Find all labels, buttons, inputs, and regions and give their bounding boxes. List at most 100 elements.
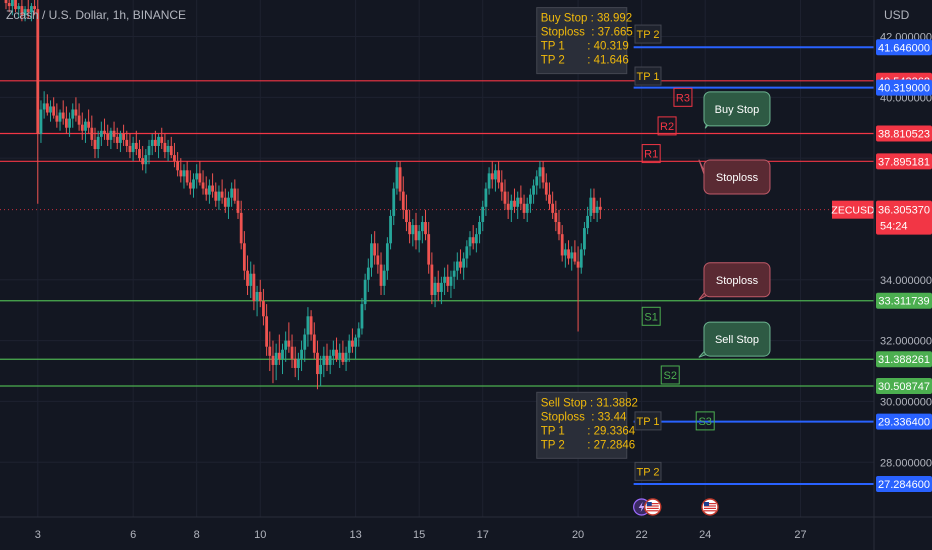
- candle-body: [52, 106, 56, 116]
- candle-body: [354, 337, 357, 347]
- candle-body: [138, 149, 141, 159]
- candle-body: [122, 133, 125, 140]
- callout-bubble: [703, 321, 771, 357]
- flag-icon-stripe: [646, 503, 659, 505]
- candle-body: [579, 249, 583, 268]
- candle-body: [595, 206, 599, 213]
- candle-body: [112, 130, 116, 137]
- callout-bubble: [703, 262, 771, 298]
- level-badge-label: TP 2: [636, 466, 659, 478]
- price-tag-tp1-short: [876, 413, 932, 430]
- candle-body: [570, 252, 574, 259]
- candle-body: [443, 276, 446, 283]
- candle-body: [506, 203, 510, 210]
- level-badge: TP 1: [634, 411, 662, 431]
- price-tag-label: 37.895181: [878, 156, 930, 168]
- candle-body: [449, 276, 453, 286]
- level-badge-label: TP 2: [636, 29, 659, 41]
- candle-body: [115, 136, 119, 143]
- price-tag-tp2-short: [876, 476, 932, 493]
- info-box: Buy Stop : 38.992 Stoploss : 37.665 TP 1 :…: [536, 7, 633, 75]
- level-badge-label: R1: [644, 149, 658, 161]
- candle-body: [185, 170, 189, 183]
- price-tag-label: 40.319000: [878, 83, 930, 95]
- us-flag-event-icon[interactable]: [701, 498, 719, 516]
- time-axis-tick: 8: [194, 529, 200, 541]
- candle-body: [166, 145, 170, 153]
- candle-body: [26, 9, 30, 13]
- candle-body: [382, 270, 386, 286]
- time-axis-tick: 27: [794, 529, 806, 541]
- info-box-line: Sell Stop : 31.3882: [541, 397, 638, 409]
- candle-body: [576, 261, 580, 268]
- level-badge-label: R2: [660, 121, 674, 133]
- price-axis[interactable]: 42.00000040.00000038.00000034.00000032.0…: [831, 0, 932, 550]
- candle-body: [452, 270, 456, 277]
- info-box: Sell Stop : 31.3882 Stoploss : 33.44 TP 1 …: [536, 391, 638, 459]
- level-badge-label: R3: [676, 92, 690, 104]
- level-badge: R1: [641, 144, 661, 164]
- candle-body: [459, 261, 462, 268]
- candle-body: [211, 185, 214, 192]
- candle-body: [395, 167, 399, 189]
- level-badges: R3 R2 R1 S1 S2 S3 TP 2 TP 1 TP 1 TP 2: [634, 24, 715, 481]
- candle-body: [370, 243, 373, 268]
- time-axis-tick: 10: [254, 529, 266, 541]
- candle-body: [401, 191, 405, 210]
- candle-body: [351, 340, 354, 347]
- info-box-line: Stoploss : 37.665: [541, 27, 633, 39]
- candle-body: [414, 225, 418, 241]
- level-badge-box: [634, 66, 662, 86]
- candle-body: [281, 349, 284, 359]
- candle-body: [36, 9, 40, 134]
- candle-body: [522, 203, 526, 213]
- time-axis-tick: 24: [699, 529, 711, 541]
- candle-body: [592, 197, 596, 213]
- candle-body: [77, 115, 81, 125]
- candle-body: [233, 188, 237, 201]
- candle-body: [258, 291, 262, 302]
- candle-body: [192, 179, 195, 189]
- callout: Stoploss: [698, 262, 771, 300]
- candle-body: [169, 145, 173, 156]
- candle-body: [268, 346, 272, 356]
- candle-body: [39, 109, 43, 134]
- candle-body: [509, 200, 513, 210]
- level-badge: R3: [673, 87, 693, 107]
- candle-body: [436, 282, 440, 292]
- candle-body: [214, 191, 218, 201]
- level-badge-label: TP 1: [636, 71, 659, 83]
- level-badge: S1: [641, 306, 661, 326]
- candle-body: [563, 249, 567, 256]
- callout-bubble: [703, 159, 771, 195]
- price-tag-label: 29.336400: [878, 417, 930, 429]
- us-flag-event-icon[interactable]: [644, 498, 662, 516]
- last-price-label: 36.305370: [878, 205, 930, 217]
- candle-body: [103, 130, 106, 134]
- price-tag-r1: [876, 153, 932, 170]
- price-tag-tp1-long: [876, 79, 932, 96]
- candle-body: [17, 6, 21, 10]
- candle-body: [236, 200, 240, 213]
- candle-body: [538, 167, 542, 177]
- candle-body: [61, 112, 65, 119]
- candle-body: [271, 355, 275, 365]
- candle-body: [392, 188, 396, 216]
- callout: Sell Stop: [698, 321, 771, 358]
- symbol-tag: [832, 200, 874, 219]
- flag-icon-stripe: [646, 505, 659, 507]
- flag-icon-canton: [703, 502, 709, 506]
- candle-body: [144, 155, 148, 165]
- candle-body: [90, 127, 94, 140]
- time-axis-tick: 17: [477, 529, 489, 541]
- info-box-panel: [536, 7, 628, 75]
- candle-body: [465, 246, 469, 259]
- candle-body: [252, 273, 256, 302]
- candle-body: [516, 197, 520, 207]
- info-boxes: Buy Stop : 38.992 Stoploss : 37.665 TP 1 :…: [536, 7, 638, 459]
- candle-body: [535, 176, 539, 186]
- candle-body: [408, 222, 412, 235]
- candle-body: [376, 255, 380, 265]
